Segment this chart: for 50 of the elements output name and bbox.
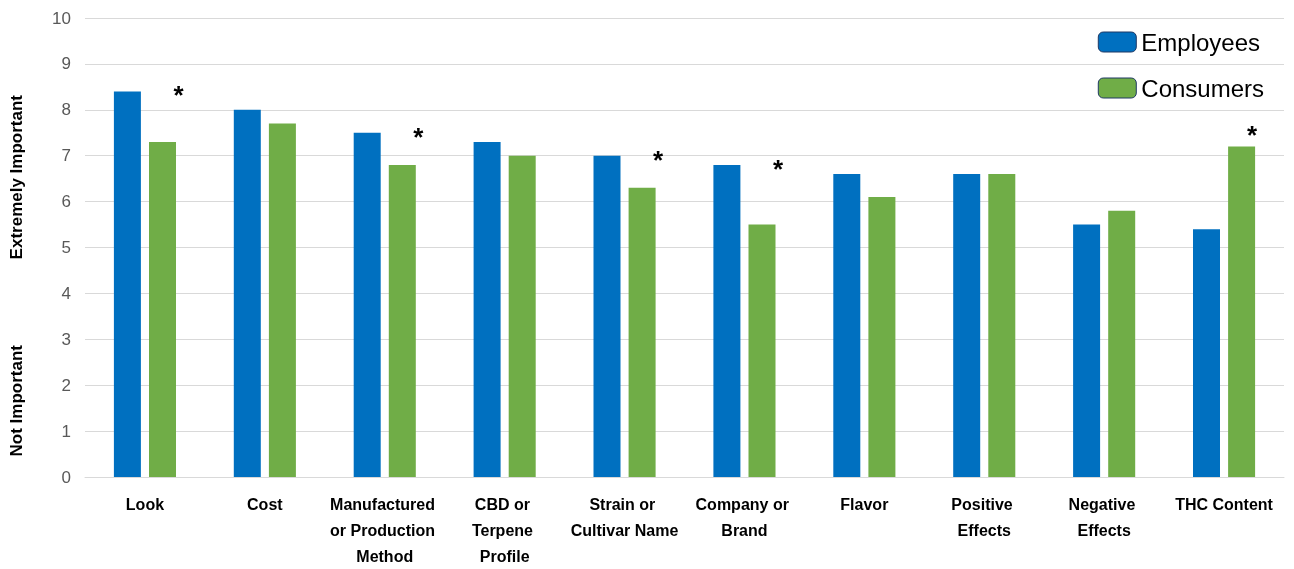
legend-label: Consumers — [1141, 74, 1265, 102]
y-tick-label: 0 — [61, 467, 71, 487]
bar — [353, 132, 381, 477]
x-tick-label: THC Content — [1175, 495, 1274, 513]
y-tick-label: 7 — [61, 146, 71, 166]
x-tick-label: Cost — [247, 495, 284, 513]
bar — [748, 224, 776, 477]
bar — [268, 123, 296, 477]
x-tick-label: Company or Brand — [695, 495, 794, 539]
bar — [628, 187, 656, 477]
annotation: * — [772, 153, 784, 184]
bar — [1228, 146, 1256, 477]
y-tick-label: 3 — [61, 329, 71, 349]
bar — [593, 155, 621, 477]
bar — [388, 164, 416, 477]
annotation: * — [1247, 120, 1258, 150]
y-tick-label: 1 — [61, 421, 71, 441]
annotation: * — [653, 144, 665, 175]
y-tick-label: 5 — [61, 238, 71, 257]
bar — [233, 109, 261, 477]
x-tick-label: Look — [125, 495, 165, 513]
bar — [1108, 210, 1136, 477]
annotation: * — [413, 121, 425, 152]
x-tick-label: CBD or Terpene Profile — [471, 495, 538, 565]
y-tick-label: 9 — [61, 54, 71, 74]
y-tick-label: 4 — [61, 283, 71, 303]
bar — [149, 141, 176, 477]
x-tick-label: Strain or Cultivar Name — [570, 495, 679, 539]
y-tick-label: 10 — [52, 8, 71, 28]
x-tick-label: Flavor — [840, 495, 889, 513]
bar — [713, 164, 741, 477]
bar — [473, 141, 501, 477]
y-axis-title: Extremely Important — [7, 94, 26, 260]
x-tick-label: Manufactured or Production Method — [330, 495, 440, 565]
bar — [1073, 224, 1101, 477]
bar — [833, 174, 861, 477]
y-tick-label: 8 — [61, 100, 71, 120]
x-tick-label: Positive Effects — [951, 495, 1018, 539]
bar — [508, 155, 536, 477]
bar — [1193, 229, 1220, 477]
text: Not Important — [7, 344, 26, 457]
bar — [988, 174, 1016, 477]
annotation: * — [173, 80, 185, 111]
bar — [953, 174, 981, 477]
y-tick-label: 6 — [61, 192, 71, 212]
x-tick-label: Negative Effects — [1068, 495, 1140, 539]
y-tick-label: 2 — [61, 375, 71, 395]
bar — [868, 197, 896, 477]
bar — [113, 91, 141, 477]
legend-label: Employees — [1141, 28, 1261, 56]
